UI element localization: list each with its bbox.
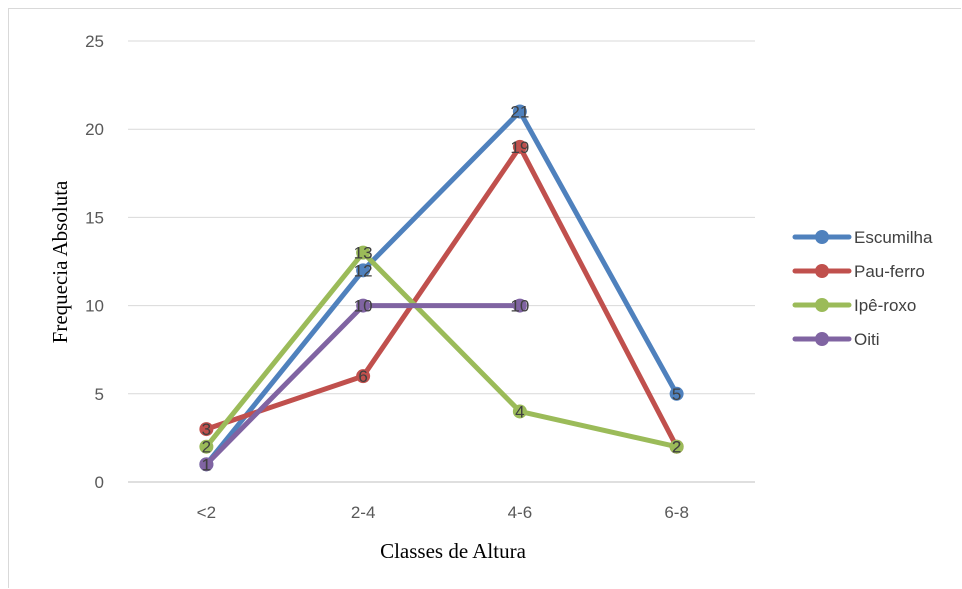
legend-label: Oiti [854, 330, 880, 349]
legend-marker [815, 332, 829, 346]
legend-item: Pau-ferro [792, 262, 925, 281]
legend-item: Ipê-roxo [792, 296, 916, 315]
y-tick-labels: 0 5 10 15 20 25 [85, 32, 104, 492]
data-point [199, 457, 214, 472]
data-label: 5 [672, 385, 681, 404]
legend-marker [815, 264, 829, 278]
x-tick-label: 4-6 [508, 503, 533, 522]
x-tick-label: 6-8 [664, 503, 689, 522]
data-point [669, 386, 684, 401]
y-tick-label: 25 [85, 32, 104, 51]
series-points [199, 104, 684, 472]
data-point [356, 263, 371, 278]
legend-label: Ipê-roxo [854, 296, 916, 315]
legend-item: Oiti [792, 330, 880, 349]
y-tick-label: 0 [95, 473, 104, 492]
legend-item: Escumilha [792, 228, 933, 247]
y-tick-label: 10 [85, 297, 104, 316]
data-point [356, 298, 371, 313]
legend: Escumilha Pau-ferro Ipê-roxo Oiti [792, 228, 933, 349]
y-axis-title: Frequecia Absoluta [48, 180, 72, 343]
series-line [203, 109, 680, 467]
x-axis-title: Classes de Altura [380, 539, 526, 563]
data-label: 1 [202, 455, 211, 474]
series-line [203, 250, 680, 450]
data-label: 10 [510, 297, 529, 316]
legend-label: Escumilha [854, 228, 933, 247]
x-tick-label: <2 [197, 503, 216, 522]
chart-frame [8, 8, 961, 588]
data-point [356, 245, 371, 260]
data-label: 2 [672, 438, 681, 457]
x-tick-labels: <2 2-4 4-6 6-8 [197, 503, 689, 522]
data-point [669, 439, 684, 454]
x-tick-label: 2-4 [351, 503, 376, 522]
data-label: 6 [358, 367, 367, 386]
data-point [512, 404, 527, 419]
data-point [199, 439, 214, 454]
data-point [199, 422, 214, 437]
data-label: 19 [510, 138, 529, 157]
series-lines [203, 109, 680, 467]
data-label: 13 [354, 244, 373, 263]
legend-label: Pau-ferro [854, 262, 925, 281]
data-label: 2 [202, 438, 211, 457]
legend-marker [815, 230, 829, 244]
legend-marker [815, 298, 829, 312]
y-tick-label: 5 [95, 385, 104, 404]
y-tick-label: 20 [85, 120, 104, 139]
data-point [512, 298, 527, 313]
data-label: 21 [510, 103, 529, 122]
data-label: 12 [354, 261, 373, 280]
data-label: 1 [202, 455, 211, 474]
series-line [203, 144, 680, 450]
data-point [356, 369, 371, 384]
data-point [512, 139, 527, 154]
data-label: 2 [672, 438, 681, 457]
data-label: 10 [354, 297, 373, 316]
y-tick-label: 15 [85, 208, 104, 227]
data-label: 3 [202, 420, 211, 439]
data-point [512, 104, 527, 119]
data-label: 4 [515, 402, 524, 421]
